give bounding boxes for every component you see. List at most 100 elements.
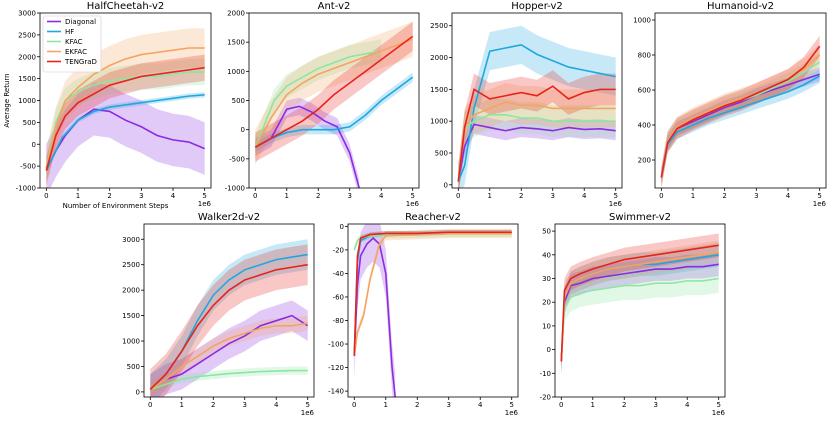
- chart-title: HalfCheetah-v2: [87, 1, 165, 12]
- x-tick-label: 2: [107, 192, 111, 200]
- series-line: [457, 85, 616, 182]
- x-axis-label: Number of Environment Steps: [63, 202, 169, 210]
- y-tick-label: 10: [542, 322, 551, 330]
- series-band: [661, 35, 820, 188]
- series-band: [150, 239, 308, 397]
- series-line: [45, 47, 205, 169]
- y-tick-label: 1500: [122, 312, 140, 320]
- y-tick-label: 1500: [18, 75, 36, 83]
- x-tick-label: 5: [509, 401, 513, 409]
- series-line: [149, 314, 309, 391]
- series-band: [661, 44, 820, 188]
- x-multiplier-label: 1e6: [198, 200, 212, 208]
- y-tick-label: -100: [328, 341, 344, 349]
- chart-panel: 0 1 2 3 4 5 -140 -120 -100 -80 -60 -40 -20 0 Reacher-v…: [328, 212, 518, 417]
- series-line: [353, 237, 397, 397]
- chart-title: Swimmer-v2: [609, 212, 671, 223]
- series-line: [353, 231, 512, 356]
- x-tick-label: 3: [654, 401, 658, 409]
- series-line: [560, 277, 719, 362]
- plot-frame: [554, 223, 726, 398]
- y-tick-label: 0: [241, 126, 245, 134]
- series-band: [46, 54, 205, 184]
- chart-title: Hopper-v2: [511, 1, 563, 12]
- x-tick-label: 0: [253, 192, 257, 200]
- series-line: [149, 322, 308, 391]
- series-line: [660, 75, 821, 178]
- x-tick-label: 1: [180, 401, 184, 409]
- x-tick-label: 0: [352, 401, 356, 409]
- x-tick-label: 3: [754, 192, 758, 200]
- series-band: [255, 21, 413, 162]
- x-tick-label: 4: [685, 401, 690, 409]
- series-line: [560, 263, 719, 362]
- x-tick-label: 2: [211, 401, 215, 409]
- y-tick-label: 0: [444, 181, 448, 189]
- y-tick-label: 0: [32, 141, 36, 149]
- series-band: [458, 114, 616, 188]
- y-tick-label: 1000: [227, 68, 245, 76]
- y-tick-label: 0: [340, 223, 344, 231]
- y-tick-label: 2000: [18, 53, 36, 61]
- series-band: [255, 39, 382, 159]
- series-band: [46, 83, 205, 188]
- series-line: [254, 76, 414, 148]
- y-tick-label: 200: [638, 157, 651, 165]
- y-tick-label: 1000: [18, 97, 36, 105]
- y-tick-label: -120: [328, 364, 344, 372]
- series-line: [353, 232, 512, 356]
- y-axis-label: Average Return: [3, 73, 11, 127]
- x-tick-label: 4: [379, 192, 384, 200]
- chart-panel: 0 1 2 3 4 5 -1000 -500 0 500 1000 1500 2000 Ant-v2 1e6: [225, 1, 420, 208]
- legend-entry: KFAC: [65, 38, 83, 46]
- y-tick-label: 500: [435, 150, 448, 158]
- y-tick-label: 40: [542, 251, 551, 259]
- chart-panel: 0 1 2 3 4 5 -1000 -500 0 500 1000 1500 2000 2500 3000 H…: [3, 1, 212, 210]
- series-band: [150, 300, 308, 397]
- series-line: [45, 94, 205, 171]
- series-line: [45, 108, 205, 171]
- series-band: [458, 25, 616, 188]
- series-line: [660, 45, 821, 178]
- y-tick-label: 2500: [430, 22, 448, 30]
- x-multiplier-label: 1e6: [609, 200, 623, 208]
- x-tick-label: 4: [478, 401, 483, 409]
- series-band: [150, 244, 308, 397]
- series-band: [150, 315, 308, 397]
- series-line: [560, 251, 719, 362]
- series-line: [254, 50, 382, 148]
- x-multiplier-label: 1e6: [301, 409, 315, 417]
- x-tick-label: 0: [559, 401, 563, 409]
- chart-title: Reacher-v2: [405, 212, 461, 223]
- x-multiplier-label: 1e6: [406, 200, 420, 208]
- x-tick-label: 3: [243, 401, 247, 409]
- x-tick-label: 5: [410, 192, 414, 200]
- legend: Diagonal HF KFAC EKFAC TENGraD: [42, 15, 102, 73]
- x-tick-label: 5: [613, 192, 617, 200]
- x-tick-label: 1: [384, 401, 388, 409]
- x-tick-label: 5: [716, 401, 720, 409]
- x-tick-label: 1: [591, 401, 595, 409]
- x-tick-label: 5: [202, 192, 206, 200]
- x-tick-label: 1: [691, 192, 695, 200]
- x-tick-label: 0: [148, 401, 152, 409]
- series-line: [45, 66, 205, 171]
- x-tick-label: 2: [622, 401, 626, 409]
- series-band: [255, 21, 413, 165]
- y-tick-label: 30: [542, 275, 551, 283]
- series-band: [46, 58, 205, 182]
- y-tick-label: -10: [540, 370, 551, 378]
- x-tick-label: 0: [456, 192, 460, 200]
- plot-frame: [143, 223, 315, 398]
- y-tick-label: 3000: [18, 10, 36, 18]
- series-band: [561, 264, 719, 376]
- x-tick-label: 5: [817, 192, 821, 200]
- series-line: [254, 35, 414, 148]
- y-tick-label: -1000: [16, 185, 36, 193]
- x-tick-label: 3: [551, 192, 555, 200]
- x-tick-label: 4: [786, 192, 791, 200]
- series-line: [150, 369, 308, 391]
- series-line: [457, 123, 616, 182]
- y-tick-label: -20: [333, 246, 344, 254]
